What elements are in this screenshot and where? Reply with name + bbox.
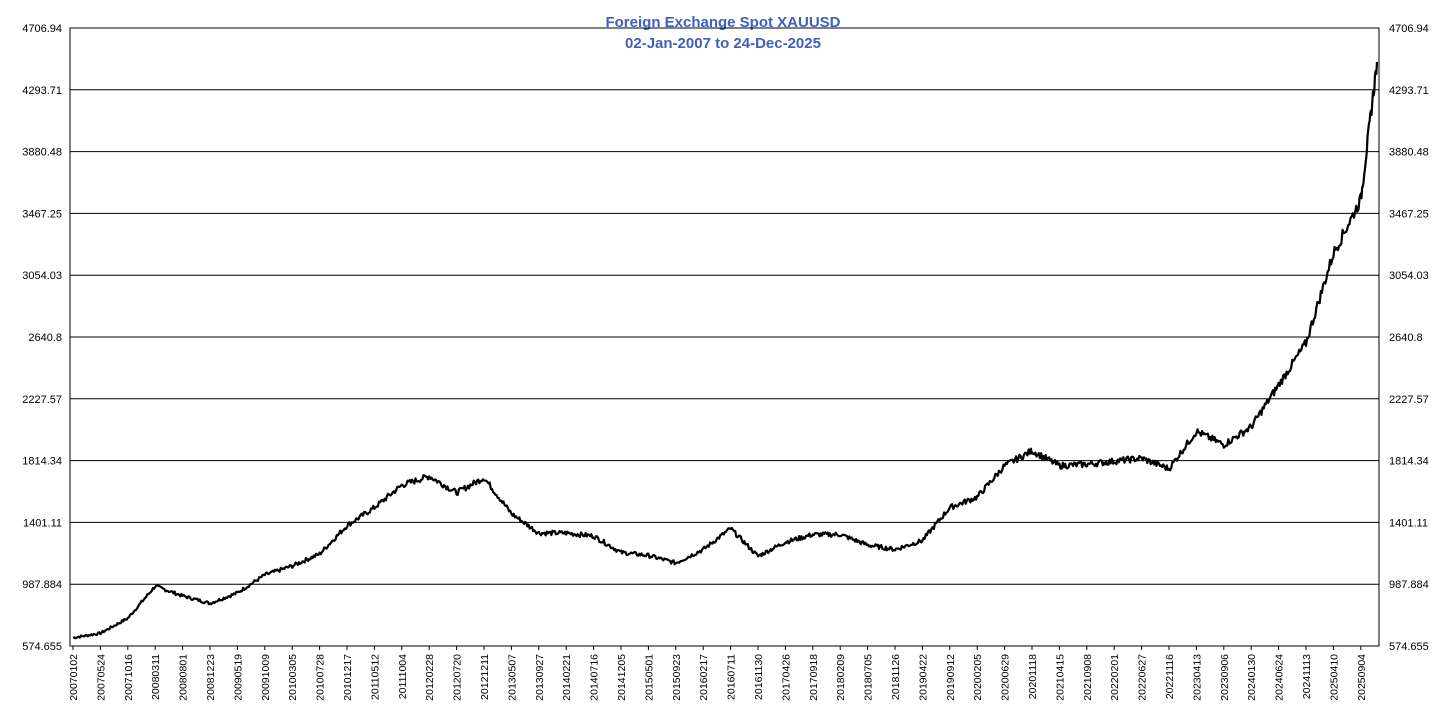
y-tick-label-left: 2227.57	[22, 394, 62, 406]
x-tick-label: 20210415	[1054, 654, 1066, 701]
x-tick-label: 20241113	[1301, 654, 1313, 699]
y-tick-label-right: 3880.48	[1389, 147, 1429, 159]
y-tick-label-left: 4293.71	[22, 85, 62, 97]
series-line-xauusd	[72, 61, 1379, 640]
y-tick-label-right: 1814.34	[1389, 456, 1429, 468]
x-tick-label: 20141205	[616, 654, 628, 701]
y-tick-label-right: 4706.94	[1389, 23, 1429, 35]
x-tick-label: 20200205	[972, 654, 984, 701]
x-tick-label: 20070524	[95, 654, 107, 701]
y-tick-label-left: 4706.94	[22, 23, 62, 35]
x-tick-label: 20161130	[753, 654, 765, 700]
y-tick-label-left: 2640.8	[28, 332, 62, 344]
x-tick-label: 20140221	[561, 654, 573, 701]
chart-title: Foreign Exchange Spot XAUUSD	[605, 14, 840, 31]
x-tick-label: 20221116	[1164, 654, 1176, 699]
y-tick-label-left: 3054.03	[22, 270, 62, 282]
x-tick-label: 20210908	[1082, 654, 1094, 701]
x-tick-label: 20250904	[1356, 654, 1368, 701]
y-tick-label-right: 3054.03	[1389, 270, 1429, 282]
x-tick-label: 20181126	[890, 654, 902, 700]
y-tick-label-right: 574.655	[1389, 641, 1429, 653]
x-tick-label: 20201118	[1027, 654, 1039, 699]
x-tick-label: 20220201	[1109, 654, 1121, 701]
x-tick-label: 20160711	[726, 654, 738, 700]
x-tick-label: 20150501	[643, 654, 655, 701]
x-tick-label: 20100728	[315, 654, 327, 701]
x-tick-label: 20240130	[1246, 654, 1258, 701]
y-tick-label-right: 987.884	[1389, 579, 1429, 591]
x-tick-label: 20200629	[1000, 654, 1012, 701]
x-tick-label: 20100305	[287, 654, 299, 701]
x-tick-label: 20071016	[123, 654, 135, 701]
x-tick-label: 20230413	[1191, 654, 1203, 701]
x-tick-label: 20150923	[671, 654, 683, 701]
y-tick-label-left: 3467.25	[22, 208, 62, 220]
y-tick-label-left: 987.884	[22, 579, 62, 591]
y-tick-label-left: 574.655	[22, 641, 62, 653]
x-tick-label: 20081223	[205, 654, 217, 701]
x-tick-label: 20080311	[150, 654, 162, 700]
x-tick-label: 20130927	[534, 654, 546, 701]
y-tick-label-right: 4293.71	[1389, 85, 1429, 97]
y-tick-label-left: 1401.11	[23, 517, 62, 529]
x-tick-label: 20111004	[397, 654, 409, 699]
x-tick-label: 20091009	[260, 654, 272, 701]
y-axis-right: 4706.94 4293.71 3880.48 3467.25 3054.03 2640.…	[1389, 23, 1429, 653]
x-tick-label: 20190422	[917, 654, 929, 701]
y-tick-label-right: 2640.8	[1389, 332, 1423, 344]
x-tick-label: 20240624	[1274, 654, 1286, 701]
x-tick-label: 20070102	[68, 654, 80, 701]
gridlines	[70, 27, 1379, 647]
x-tick-label: 20110512	[369, 654, 381, 700]
x-tick-label: 20121211	[479, 654, 491, 700]
x-tick-label: 20080801	[178, 654, 190, 701]
x-tick-label: 20230906	[1219, 654, 1231, 701]
x-tick-label: 20180209	[835, 654, 847, 701]
chart-subtitle: 02-Jan-2007 to 24-Dec-2025	[625, 35, 821, 52]
y-axis-left: 4706.94 4293.71 3880.48 3467.25 3054.03 2640.…	[22, 23, 62, 653]
y-tick-label-left: 3880.48	[22, 147, 62, 159]
x-tick-label: 20140716	[589, 654, 601, 701]
x-tick-label: 20180705	[863, 654, 875, 701]
x-tick-label: 20190912	[945, 654, 957, 701]
x-tick-label: 20170918	[808, 654, 820, 701]
plot-frame	[69, 27, 1380, 647]
x-tick-label: 20120720	[452, 654, 464, 701]
x-tick-label: 20130507	[506, 654, 518, 701]
x-tick-label: 20101217	[342, 654, 354, 701]
x-axis: 20070102 20070524 20071016 20080311 20080801…	[68, 646, 1368, 701]
y-tick-label-right: 1401.11	[1389, 517, 1428, 529]
y-tick-label-left: 1814.34	[22, 456, 62, 468]
x-tick-label: 20120228	[424, 654, 436, 701]
y-tick-label-right: 2227.57	[1389, 394, 1429, 406]
x-tick-label: 20090519	[232, 654, 244, 701]
x-tick-label: 20220627	[1137, 654, 1149, 701]
y-tick-label-right: 3467.25	[1389, 208, 1429, 220]
x-tick-label: 20250410	[1328, 654, 1340, 701]
x-tick-label: 20160217	[698, 654, 710, 701]
x-tick-label: 20170426	[780, 654, 792, 701]
